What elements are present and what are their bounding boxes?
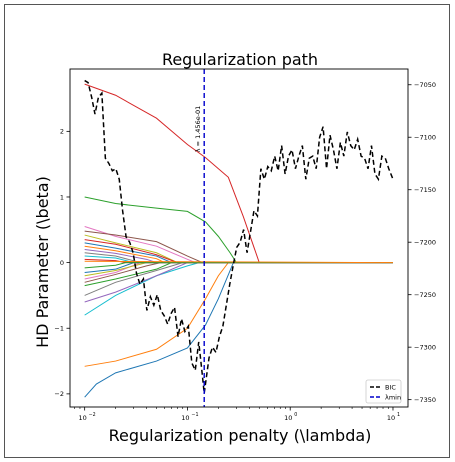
y-axis-ticks: −2 −1 0 1 2 [54, 128, 70, 398]
y2-tick-label: −7350 [414, 396, 436, 404]
y-tick-label: 0 [60, 259, 64, 267]
coef-path-16 [84, 262, 393, 283]
coef-path-1 [84, 83, 393, 264]
coef-path-24 [84, 260, 393, 264]
plot-area-border [69, 68, 409, 408]
y2-tick-label: −7150 [414, 186, 436, 194]
coefficient-paths [84, 83, 393, 398]
y2-tick-label: −7200 [414, 238, 436, 246]
y2-tick-label: −7050 [414, 81, 436, 89]
lambda-min-annotation: λ = 1.456e-01 [194, 106, 202, 153]
coef-path-10 [84, 234, 393, 264]
y-tick-label: 2 [60, 128, 64, 136]
coef-path-19 [84, 262, 393, 277]
coef-path-8 [84, 262, 393, 303]
x-tick-label: 10 [181, 414, 189, 422]
y2-tick-label: −7100 [414, 134, 436, 142]
coef-path-23 [84, 262, 393, 269]
coef-path-2 [84, 196, 393, 264]
x-tick-exponent: −1 [191, 412, 198, 418]
y-tick-label: −2 [54, 390, 64, 398]
x-axis-label: Regularization penalty (\lambda) [109, 426, 372, 445]
x-tick-label: 10 [79, 414, 87, 422]
x-tick-exponent: 0 [294, 412, 297, 418]
figure-border [4, 4, 450, 458]
y2-tick-label: −7250 [414, 291, 436, 299]
coef-path-4 [84, 262, 393, 398]
coef-path-21 [84, 262, 393, 273]
x-tick-label: 10 [284, 414, 292, 422]
coef-path-17 [84, 262, 393, 280]
x-tick-exponent: 1 [397, 412, 400, 418]
y-tick-label: 1 [60, 193, 64, 201]
coef-path-9 [84, 262, 393, 296]
legend: BIC λmin [365, 379, 402, 404]
legend-lambda-label: λmin [385, 394, 401, 402]
legend-box [365, 379, 402, 404]
x-tick-label: 10 [387, 414, 395, 422]
y-tick-label: −1 [54, 325, 64, 333]
bic-curve-layer [84, 79, 394, 394]
x-tick-exponent: −2 [89, 412, 96, 418]
coef-path-3 [84, 262, 393, 367]
y2-axis-ticks: −7350 −7300 −7250 −7200 −7150 −7100 −7050 [408, 81, 436, 404]
bic-curve [84, 79, 394, 394]
legend-bic-label: BIC [385, 384, 396, 392]
y2-tick-label: −7300 [414, 343, 436, 351]
chart-title: Regularization path [162, 50, 318, 69]
y-axis-label: HD Parameter (\beta) [33, 176, 52, 348]
x-axis-ticks: 10 −2 10 −1 10 0 10 1 [74, 407, 400, 422]
